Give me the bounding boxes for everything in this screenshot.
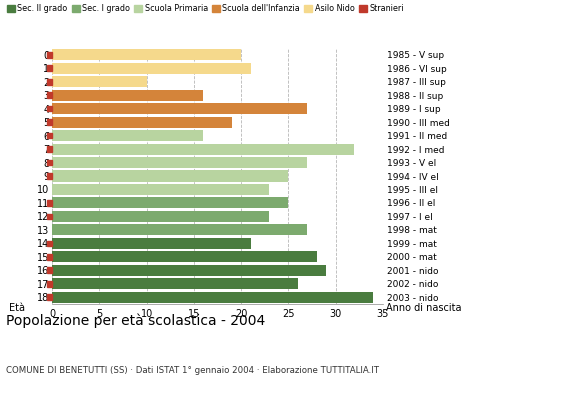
Bar bbox=[52, 198, 288, 208]
Bar bbox=[52, 251, 317, 262]
Bar bbox=[52, 170, 288, 182]
Bar bbox=[52, 211, 270, 222]
Bar bbox=[48, 133, 52, 138]
Bar bbox=[48, 214, 52, 219]
Bar bbox=[48, 146, 52, 152]
Bar bbox=[52, 184, 270, 195]
Bar bbox=[52, 238, 251, 249]
Bar bbox=[48, 92, 52, 98]
Bar bbox=[48, 200, 52, 206]
Bar bbox=[48, 65, 52, 71]
Bar bbox=[52, 224, 307, 236]
Bar bbox=[48, 52, 52, 58]
Bar bbox=[48, 160, 52, 165]
Bar bbox=[48, 119, 52, 125]
Bar bbox=[52, 90, 204, 101]
Bar bbox=[52, 157, 307, 168]
Bar bbox=[52, 144, 354, 154]
Bar bbox=[48, 79, 52, 84]
Bar bbox=[52, 292, 374, 303]
Bar bbox=[48, 173, 52, 179]
Legend: Sec. II grado, Sec. I grado, Scuola Primaria, Scuola dell'Infanzia, Asilo Nido, : Sec. II grado, Sec. I grado, Scuola Prim… bbox=[7, 4, 404, 13]
Bar bbox=[48, 294, 52, 300]
Bar bbox=[48, 106, 52, 112]
Bar bbox=[48, 268, 52, 273]
Text: Anno di nascita: Anno di nascita bbox=[386, 303, 462, 313]
Bar bbox=[52, 116, 231, 128]
Bar bbox=[52, 63, 251, 74]
Bar bbox=[52, 103, 307, 114]
Bar bbox=[48, 254, 52, 260]
Text: COMUNE DI BENETUTTI (SS) · Dati ISTAT 1° gennaio 2004 · Elaborazione TUTTITALIA.: COMUNE DI BENETUTTI (SS) · Dati ISTAT 1°… bbox=[6, 366, 379, 375]
Text: Età: Età bbox=[9, 303, 25, 313]
Text: Popolazione per età scolastica - 2004: Popolazione per età scolastica - 2004 bbox=[6, 314, 265, 328]
Bar bbox=[48, 281, 52, 287]
Bar bbox=[52, 76, 147, 87]
Bar bbox=[52, 130, 204, 141]
Bar bbox=[52, 49, 241, 60]
Bar bbox=[52, 265, 326, 276]
Bar bbox=[52, 278, 298, 289]
Bar bbox=[48, 240, 52, 246]
